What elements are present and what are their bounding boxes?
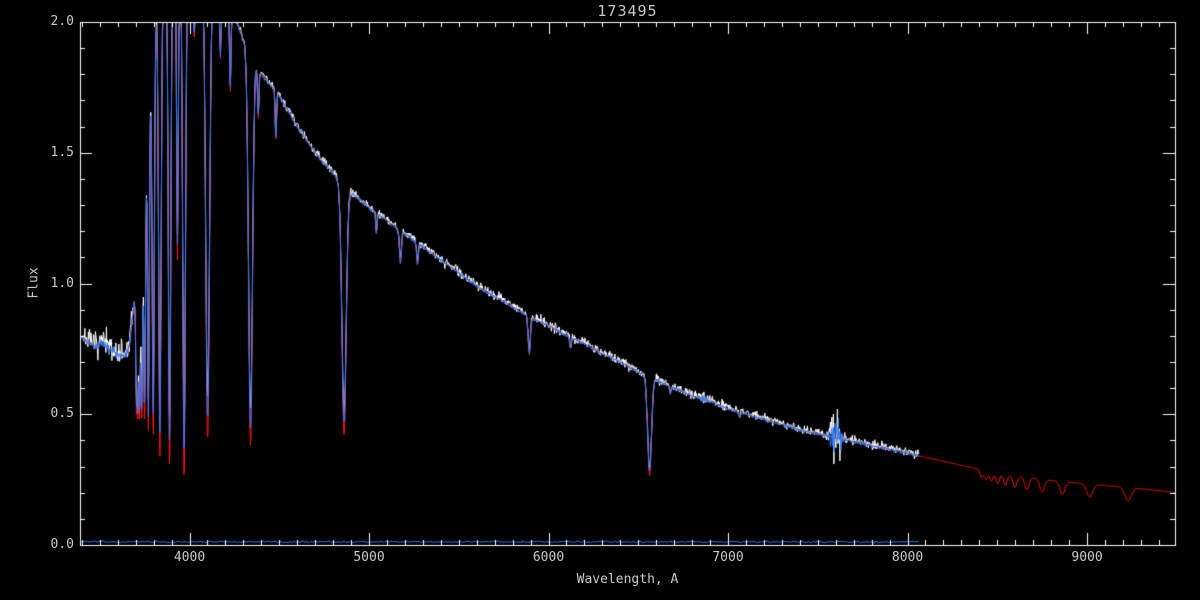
y-axis-tick-label: 0.5	[50, 406, 74, 422]
x-axis-tick-label: 4000	[173, 550, 206, 565]
x-axis-tick-label: 9000	[1071, 550, 1103, 565]
x-axis-tick-label: 5000	[353, 550, 385, 565]
x-axis-label: Wavelength, A	[576, 572, 679, 587]
x-axis-tick-label: 8000	[891, 550, 924, 565]
y-axis-tick-label: 2.0	[50, 14, 74, 29]
y-axis-tick-label: 0.0	[50, 537, 74, 552]
x-axis-tick-label: 7000	[712, 550, 744, 565]
x-axis-tick-label: 6000	[532, 550, 565, 565]
y-axis-tick-label: 1.5	[50, 144, 74, 160]
y-axis-tick-label: 1.0	[50, 275, 74, 291]
chart-title: 173495	[597, 2, 658, 20]
